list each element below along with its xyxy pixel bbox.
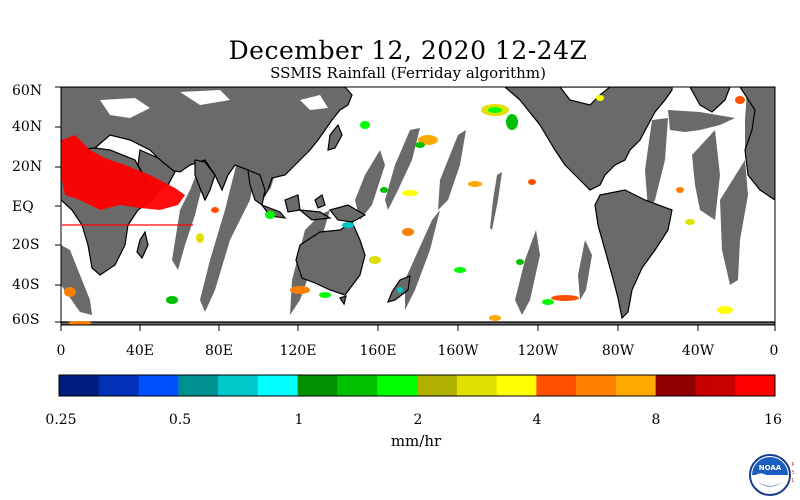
svg-text:S: S — [792, 470, 794, 476]
lon-label-80w: 80W — [601, 343, 635, 359]
colorbar — [59, 375, 776, 396]
colorbar-label-1: 1 — [294, 412, 304, 428]
lat-label-eq: EQ — [12, 199, 34, 215]
map-title: December 12, 2020 12-24Z — [228, 36, 588, 65]
colorbar-label-8: 8 — [651, 412, 661, 428]
lat-label-20n: 20N — [12, 159, 43, 175]
colorbar-swatch — [218, 375, 259, 396]
lon-label-120e: 120E — [279, 343, 317, 359]
colorbar-label-2: 2 — [413, 412, 423, 428]
colorbar-swatch — [178, 375, 219, 396]
colorbar-frame — [58, 374, 776, 397]
lat-label-60n: 60N — [12, 83, 43, 99]
colorbar-label-4: 4 — [532, 412, 542, 428]
colorbar-swatch — [655, 375, 696, 396]
colorbar-swatch — [98, 375, 140, 396]
colorbar-swatch — [297, 375, 338, 396]
colorbar-swatch — [377, 375, 418, 396]
noaa-logo: NOAA P S L — [749, 454, 794, 496]
colorbar-swatch — [615, 375, 657, 396]
lat-label-20s: 20S — [12, 237, 40, 253]
colorbar-swatch — [456, 375, 498, 396]
lon-label-160w: 160W — [437, 343, 479, 359]
psl-logo-text: P — [792, 462, 794, 468]
colorbar-swatch — [257, 375, 299, 396]
svg-text:L: L — [792, 478, 794, 484]
colorbar-swatch — [496, 375, 537, 396]
colorbar-swatch — [417, 375, 458, 396]
lon-label-0: 0 — [56, 343, 66, 359]
lon-label-120w: 120W — [517, 343, 559, 359]
rain-cells — [64, 95, 745, 325]
colorbar-swatch — [337, 375, 378, 396]
colorbar-swatch — [695, 375, 736, 396]
lon-label-80e: 80E — [204, 343, 234, 359]
lat-label-40s: 40S — [12, 277, 40, 293]
colorbar-swatch — [138, 375, 179, 396]
colorbar-swatch — [59, 375, 100, 396]
lon-label-160e: 160E — [359, 343, 397, 359]
lat-label-40n: 40N — [12, 119, 43, 135]
map-subtitle: SSMIS Rainfall (Ferriday algorithm) — [270, 64, 546, 82]
colorbar-label-0-5: 0.5 — [168, 412, 192, 428]
lon-label-40w: 40W — [681, 343, 715, 359]
colorbar-swatch — [735, 375, 776, 396]
noaa-logo-text: NOAA — [759, 464, 782, 472]
colorbar-units: mm/hr — [390, 432, 442, 450]
heavy-rain-area-africa — [62, 135, 185, 210]
lat-label-60s: 60S — [12, 312, 40, 328]
colorbar-swatch — [576, 375, 617, 396]
axis-ticks — [55, 86, 776, 331]
lon-label-0-east: 0 — [769, 343, 779, 359]
colorbar-swatch — [536, 375, 577, 396]
colorbar-label-0-25: 0.25 — [45, 412, 77, 428]
snow-ice — [100, 90, 328, 118]
colorbar-label-16: 16 — [764, 412, 782, 428]
lon-label-40e: 40E — [125, 343, 155, 359]
